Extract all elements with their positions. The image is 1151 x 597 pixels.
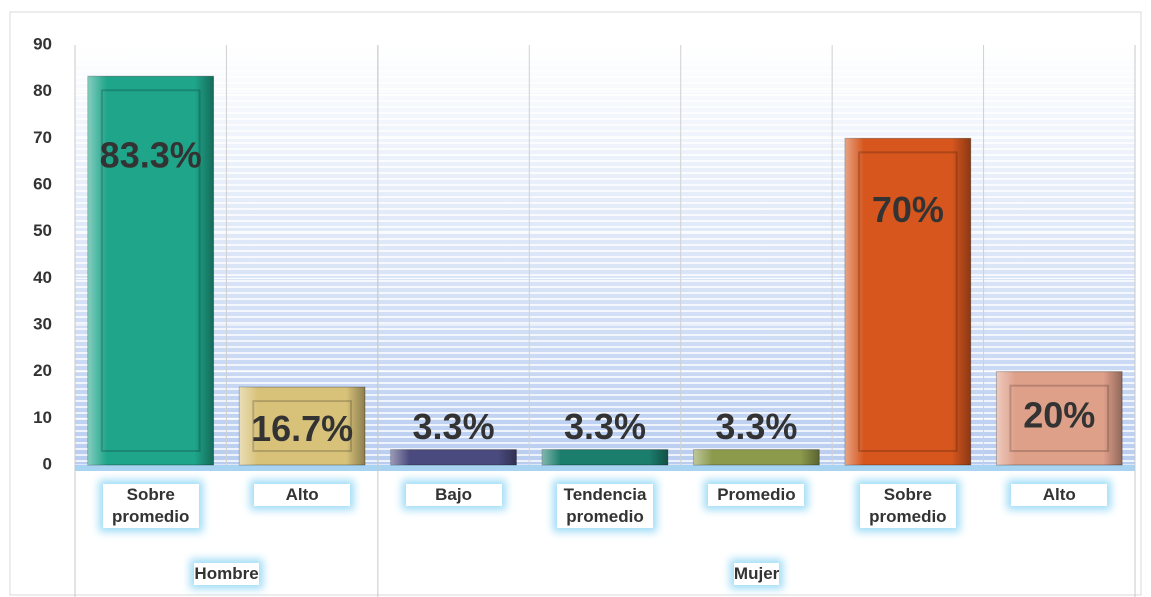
bar-shine bbox=[996, 371, 1123, 465]
y-tick-label: 70 bbox=[33, 128, 52, 147]
value-label: 3.3% bbox=[564, 406, 646, 447]
x-tick-label: Alto bbox=[1011, 484, 1108, 506]
bar-shine bbox=[239, 387, 365, 465]
y-tick-label: 20 bbox=[33, 361, 52, 380]
y-tick-label: 80 bbox=[33, 81, 52, 100]
frame bbox=[9, 11, 1142, 596]
x-tick-label: Alto bbox=[254, 484, 351, 506]
value-label: 70% bbox=[872, 189, 944, 230]
bar-bevel bbox=[858, 151, 958, 452]
value-label: 20% bbox=[1023, 394, 1095, 435]
bar-shine bbox=[845, 138, 971, 466]
value-label: 83.3% bbox=[100, 134, 202, 175]
value-label: 16.7% bbox=[251, 408, 353, 449]
bar-bevel bbox=[1009, 384, 1110, 452]
group-label: Hombre bbox=[194, 563, 259, 585]
y-tick-label: 40 bbox=[33, 268, 52, 287]
bar-bevel bbox=[100, 89, 201, 453]
value-label: 3.3% bbox=[413, 406, 495, 447]
x-tick-label: Sobre promedio bbox=[859, 484, 956, 528]
value-label: 3.3% bbox=[715, 406, 797, 447]
bar-shine bbox=[542, 449, 668, 465]
y-tick-label: 90 bbox=[33, 34, 52, 53]
x-tick-label: Bajo bbox=[405, 484, 502, 506]
x-tick-label: Tendencia promedio bbox=[557, 484, 653, 528]
axis-band bbox=[75, 465, 1135, 471]
x-tick-label: Promedio bbox=[708, 484, 805, 506]
bar-bevel bbox=[252, 400, 352, 453]
group-label: Mujer bbox=[733, 563, 780, 585]
y-tick-label: 50 bbox=[33, 221, 52, 240]
y-tick-label: 0 bbox=[43, 454, 52, 473]
y-tick-label: 10 bbox=[33, 408, 52, 427]
plot-stripes bbox=[75, 45, 1135, 465]
x-tick-label: Sobre promedio bbox=[102, 484, 199, 528]
y-tick-label: 60 bbox=[33, 174, 52, 193]
y-tick-label: 30 bbox=[33, 314, 52, 333]
bar-shine bbox=[87, 76, 214, 466]
bar-shine bbox=[693, 449, 820, 465]
bar-shine bbox=[390, 449, 517, 465]
